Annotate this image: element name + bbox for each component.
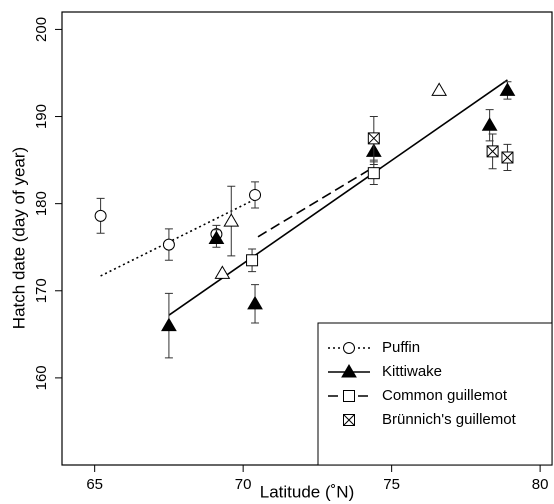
legend-label: Brünnich's guillemot: [382, 411, 517, 428]
point: [486, 145, 499, 158]
x-tick-label: 70: [235, 476, 252, 493]
y-tick-label: 200: [33, 17, 50, 42]
legend-marker: [341, 364, 357, 378]
y-tick-label: 160: [33, 365, 50, 390]
x-axis-label: Latitude (˚N): [260, 482, 354, 501]
point: [223, 213, 240, 227]
point: [431, 82, 448, 96]
y-tick-label: 180: [33, 191, 50, 216]
point: [481, 117, 498, 131]
point: [499, 82, 516, 96]
legend-label: Kittiwake: [382, 363, 442, 380]
point: [247, 295, 263, 310]
point: [246, 254, 259, 267]
y-axis-label: Hatch date (day of year): [9, 147, 28, 329]
point: [367, 167, 380, 180]
x-tick-label: 65: [86, 476, 103, 493]
plot-frame: [61, 11, 553, 466]
legend-label: Puffin: [382, 339, 420, 356]
legend-label: Common guillemot: [382, 387, 508, 404]
fit-line: [168, 79, 508, 316]
point: [94, 209, 107, 222]
y-tick-label: 170: [33, 278, 50, 303]
point: [214, 265, 231, 279]
x-tick-label: 80: [532, 476, 549, 493]
point: [161, 317, 177, 332]
point: [208, 230, 225, 244]
point: [367, 132, 380, 145]
y-tick-label: 190: [33, 104, 50, 129]
legend-marker: [343, 342, 355, 354]
fit-line: [257, 166, 375, 238]
point: [162, 238, 175, 251]
point: [501, 151, 514, 164]
point: [249, 188, 262, 201]
legend-marker: [343, 390, 355, 402]
fit-line: [100, 198, 256, 277]
legend-box: [317, 322, 553, 466]
legend-marker: [343, 414, 355, 426]
x-tick-label: 75: [383, 476, 400, 493]
